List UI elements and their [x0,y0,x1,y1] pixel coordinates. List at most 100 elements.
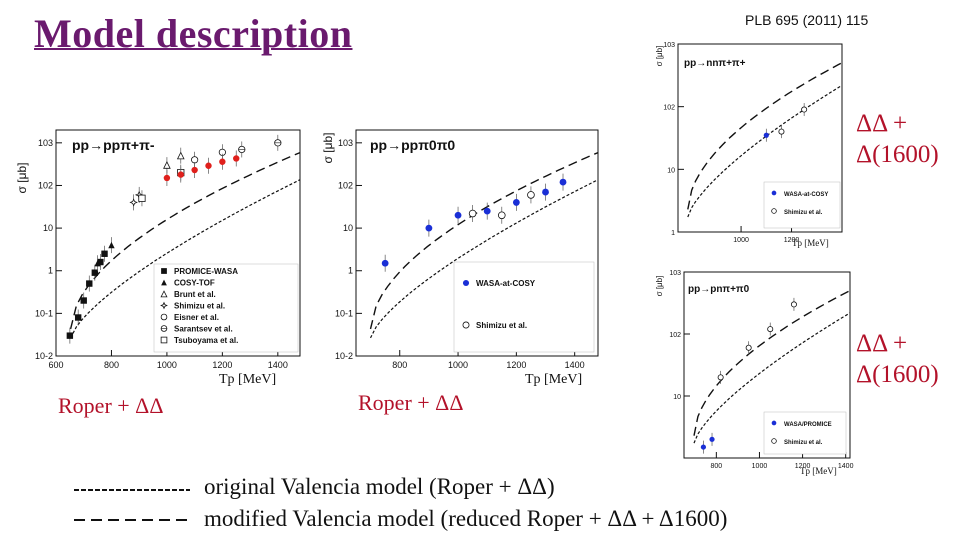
legend-marker [771,208,777,214]
data-point [454,211,462,219]
data-point [101,250,108,257]
data-point [559,178,567,186]
legend-entry: Shimizu et al. [476,321,527,330]
data-point [94,260,101,267]
y-tick-label: 102 [663,105,675,112]
data-point [138,194,146,202]
y-tick-label: 103 [669,270,681,277]
data-point [80,297,87,304]
y-tick-label: 10 [673,394,681,401]
y-axis-label: σ [μb] [321,133,335,164]
model-curve-modified [369,151,599,330]
legend-marker [462,279,470,287]
legend-entry: Shimizu et al. [784,440,823,446]
side-label-bottom-line1: ΔΔ + [856,330,908,357]
legend-marker [161,279,167,286]
chart-legend: WASA-at-COSY Shimizu et al. [453,261,595,353]
plot-frame [683,271,851,459]
legend-entry: Shimizu et al. [784,210,823,216]
slide-title: Model description [34,11,353,56]
side-label-top: ΔΔ + Δ(1600) [856,108,939,170]
data-point [176,151,185,160]
legend-marker [462,321,470,329]
data-point [468,209,477,218]
x-tick-label: 1200 [506,360,526,370]
legend-marker [160,301,168,310]
chart-pp-pn-pipi0: 800 1000 1200 1400 10 102 103 pp→pnπ+π0 σ [μb]… [652,266,856,478]
x-axis-label: Tp [MeV] [219,372,276,386]
reference-label: PLB 695 (2011) 115 [745,12,869,28]
data-point [778,128,785,135]
y-tick-label: 1 [48,266,53,276]
data-point [425,224,433,232]
data-point [129,198,138,207]
x-axis-label: Tp [MeV] [525,372,582,386]
x-tick-label: 1000 [733,237,749,244]
data-point [191,156,199,164]
data-point [86,280,93,287]
reaction-label: pp→ppπ0π0 [370,137,455,153]
x-axis-label: Tp [MeV] [800,466,837,476]
legend-marker [161,268,167,274]
data-point [700,444,707,450]
legend-entry: Eisner et al. [174,313,219,322]
data-point [763,132,769,138]
chart-pp-pipi-charged: 600 800 1000 1200 1400 10-2 10-1 1 10 102 103 pp→p… [14,118,304,386]
y-axis-label: σ [μb] [655,46,664,67]
legend-text-original: original Valencia model (Roper + ΔΔ) [204,474,555,499]
y-tick-label: 1 [671,230,675,237]
chart-legend: WASA-at-COSY Shimizu et al. [763,181,841,229]
x-tick-label: 800 [710,463,722,470]
legend-entry: Sarantsev et al. [174,325,233,334]
chart-pp-pi0pi0: 800 1000 1200 1400 10-2 10-1 1 10 102 103 pp→ppπ0… [320,118,602,386]
y-tick-label: 103 [38,138,53,148]
data-point [790,301,797,308]
side-label-top-line1: ΔΔ + [856,110,908,137]
plot-frame [355,129,599,357]
x-tick-label: 600 [48,360,63,370]
data-point [717,374,724,381]
model-curve-modified [687,62,843,210]
data-point [205,162,212,169]
legend-entry: Brunt et al. [174,290,216,299]
data-point [233,155,240,162]
y-tick-label: 103 [663,42,675,49]
x-tick-label: 1000 [752,463,768,470]
chart-pp-nn-pipi: 1000 1200 1 10 102 103 pp→nnπ+π+ σ [μb] Tp [M… [652,38,846,248]
y-tick-label: 1 [348,266,353,276]
data-point [177,171,184,178]
side-label-bottom-line2: Δ(1600) [856,361,939,388]
legend-entry: WASA-at-COSY [476,279,536,288]
x-tick-label: 1200 [212,360,232,370]
model-curve-modified [693,289,851,436]
legend-marker [771,420,777,426]
model-curve-modified [69,151,301,330]
data-point [709,436,715,442]
data-point [163,161,171,169]
x-tick-label: 1400 [565,360,585,370]
y-axis-label: σ [μb] [655,276,664,297]
legend-marker [160,313,168,321]
data-point [91,269,99,276]
y-tick-label: 102 [38,180,53,190]
reaction-label: pp→pnπ+π0 [688,284,750,295]
y-tick-label: 10-1 [335,308,353,318]
data-point [97,258,104,266]
model-curve-original [693,312,851,444]
data-point [191,166,198,174]
side-label-top-line2: Δ(1600) [856,141,939,168]
model-curve-original [369,179,599,339]
legend-entry: PROMICE-WASA [174,267,238,276]
x-tick-label: 1400 [268,360,288,370]
side-label-bottom: ΔΔ + Δ(1600) [856,328,939,390]
legend-marker [771,190,777,196]
legend-entry: Shimizu et al. [174,302,225,311]
y-tick-label: 103 [338,138,353,148]
x-tick-label: 1000 [448,360,468,370]
legend-entry: Tsuboyama et al. [174,336,238,345]
x-tick-label: 800 [104,360,119,370]
y-tick-label: 102 [669,332,681,339]
caption-roper-left: Roper + ΔΔ [58,393,164,418]
caption-roper-middle: Roper + ΔΔ [358,390,464,415]
x-tick-label: 1200 [784,237,800,244]
